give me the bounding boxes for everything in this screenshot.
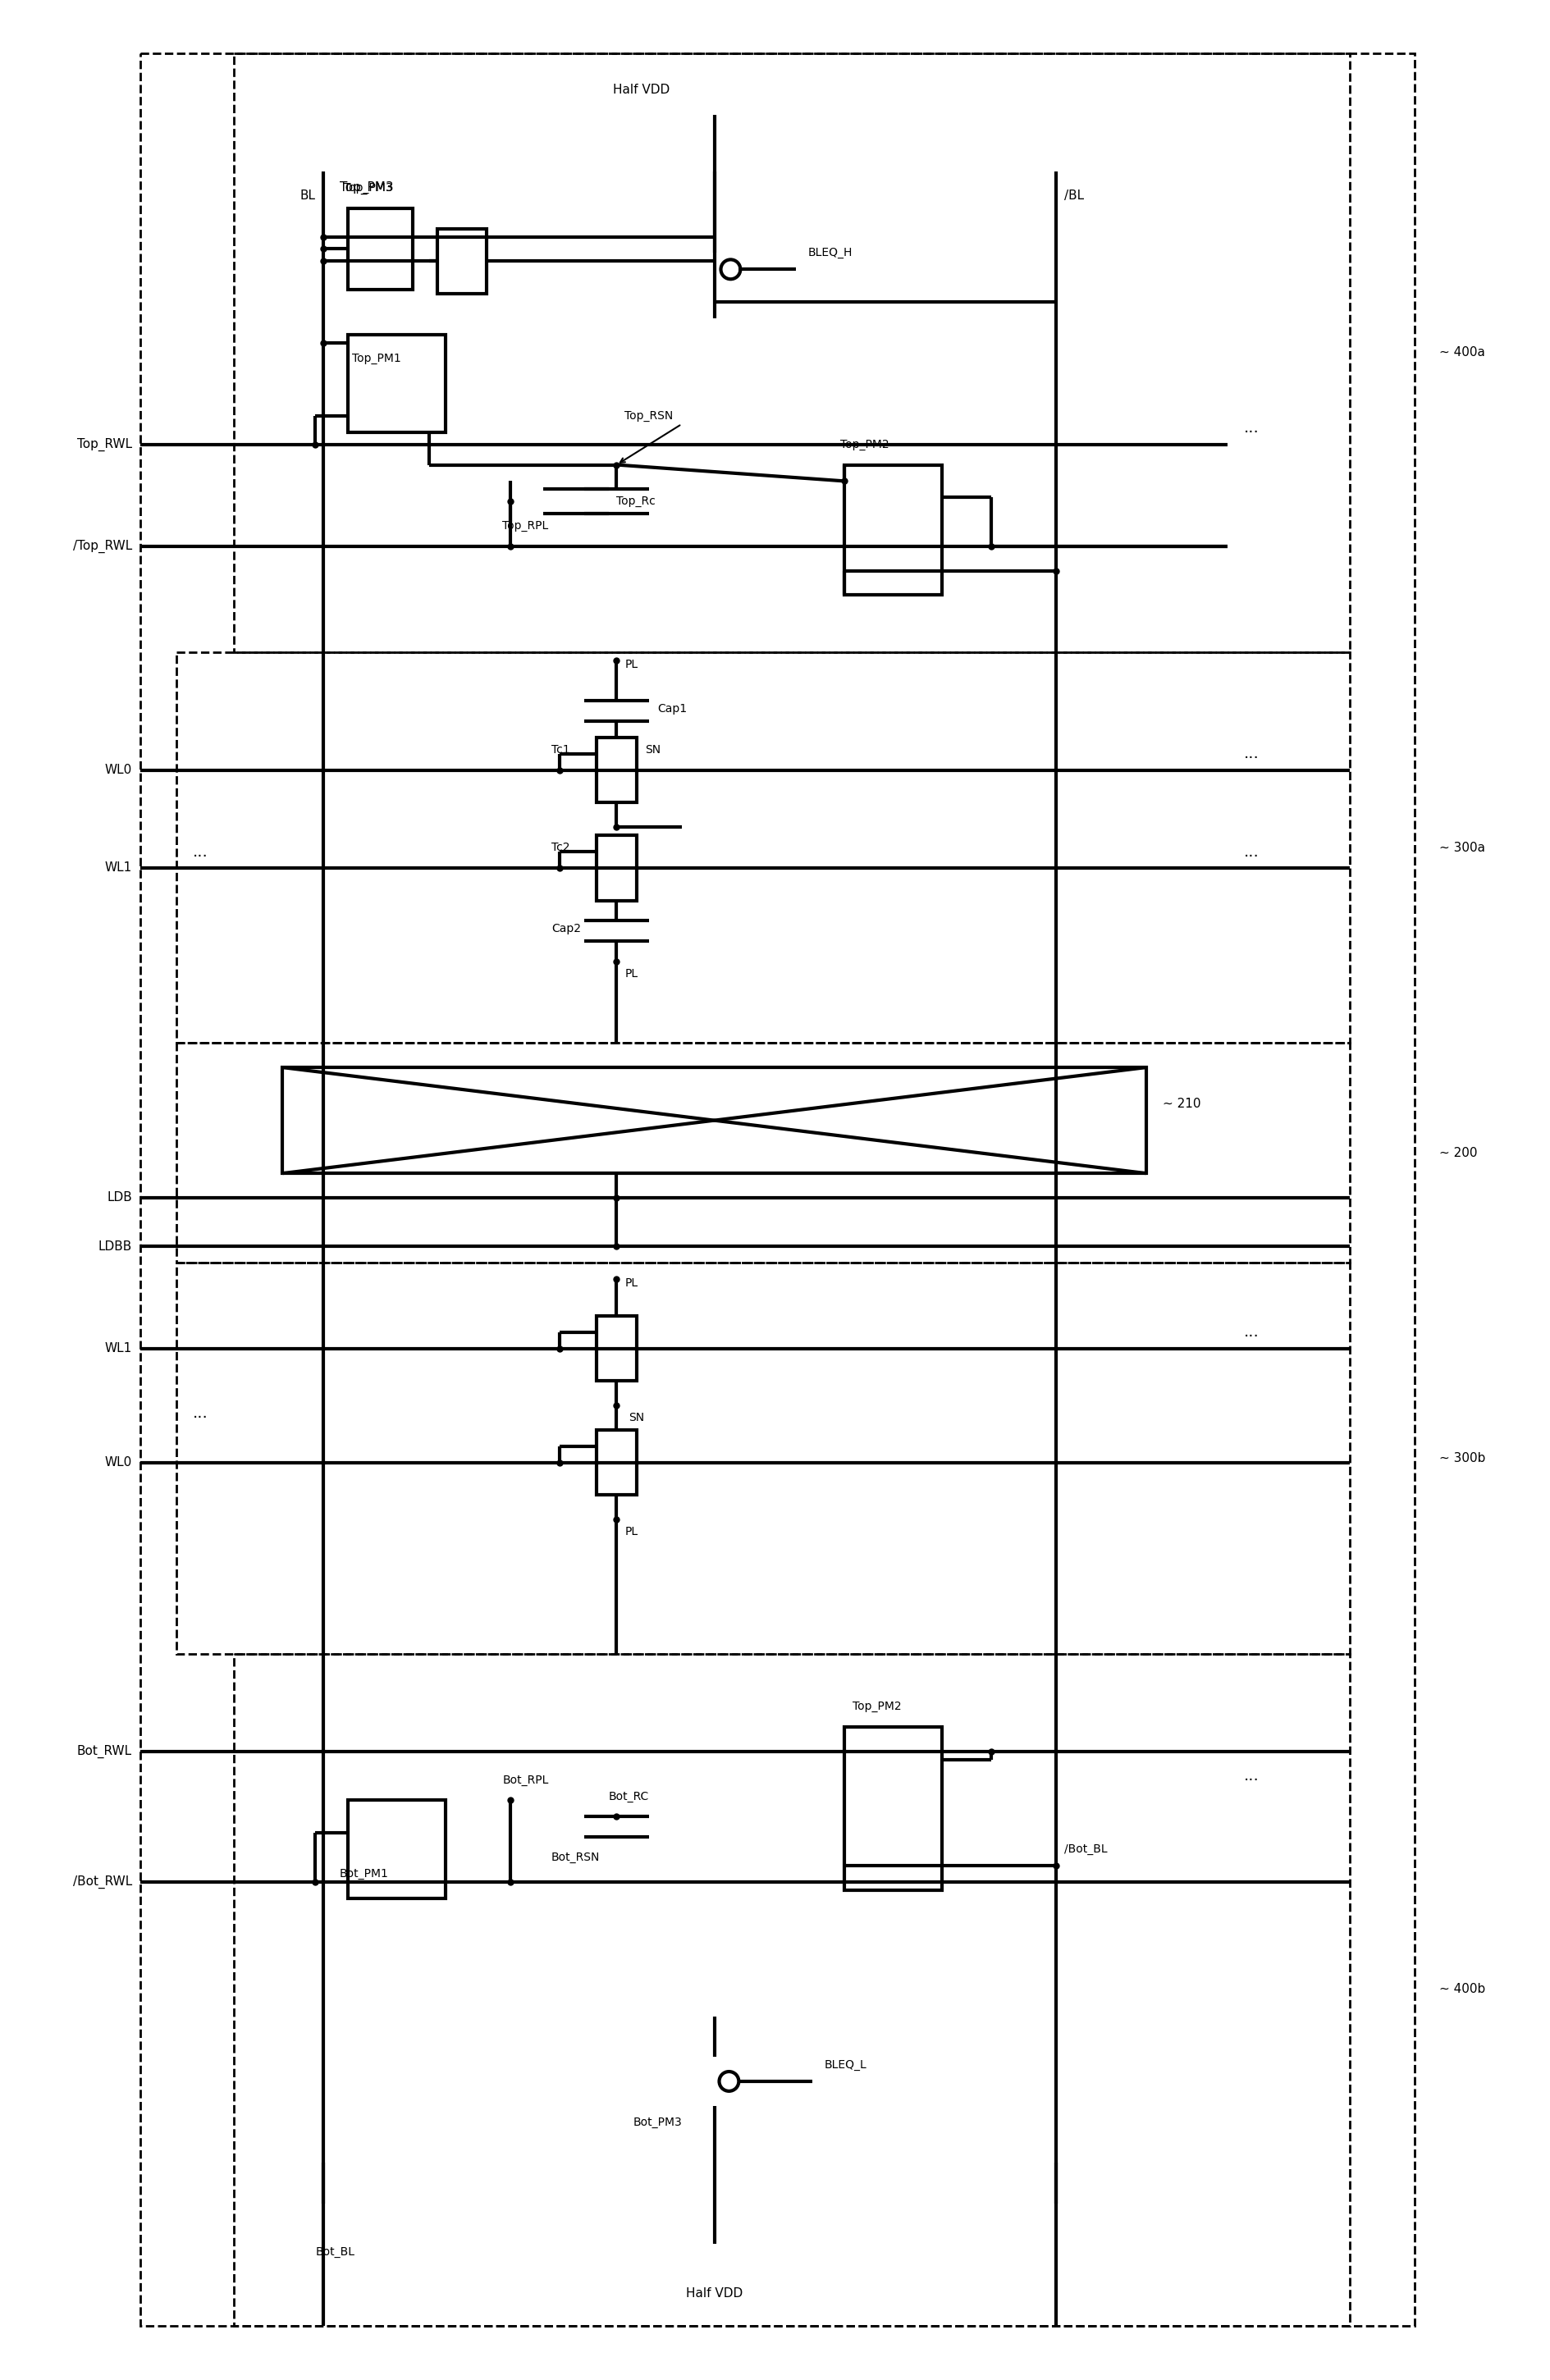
Text: Tc2: Tc2 [552,843,569,854]
Text: ~ 400a: ~ 400a [1438,345,1485,359]
Text: Half VDD: Half VDD [612,83,670,95]
Text: Bot_RC: Bot_RC [608,1790,648,1802]
Text: SN: SN [628,1411,645,1423]
Text: Top_RSN: Top_RSN [625,409,673,421]
Text: PL: PL [625,969,637,981]
Text: SN: SN [645,745,660,754]
Bar [595,835,637,900]
Text: /BL: /BL [1063,190,1083,202]
Text: Top_RPL: Top_RPL [502,521,549,531]
Text: ...: ... [1243,1323,1259,1340]
Text: Top_RWL: Top_RWL [78,438,132,452]
Bar [347,1799,445,1899]
Text: Cap1: Cap1 [657,704,687,714]
Text: BLEQ_H: BLEQ_H [808,248,852,259]
Text: /Bot_BL: /Bot_BL [1063,1845,1107,1854]
Text: ~ 300b: ~ 300b [1438,1452,1485,1464]
Text: PL: PL [625,1526,637,1537]
Text: /Bot_RWL: /Bot_RWL [73,1875,132,1887]
Bar [595,1430,637,1495]
Text: ...: ... [1243,421,1259,436]
Text: ~ 400b: ~ 400b [1438,1983,1485,1994]
Bar [177,652,1348,1042]
Text: /Top_RWL: /Top_RWL [73,540,132,552]
Bar [177,1042,1348,1264]
Text: Half VDD: Half VDD [685,2287,742,2299]
Text: Bot_RWL: Bot_RWL [78,1745,132,1759]
Bar [282,1069,1145,1173]
Text: BL: BL [299,190,315,202]
Text: Top_PM2: Top_PM2 [852,1702,901,1714]
Text: Tc1: Tc1 [552,745,570,754]
Bar [347,209,412,290]
Bar [234,1654,1348,2325]
Text: Bot_RPL: Bot_RPL [502,1773,549,1785]
Text: Cap2: Cap2 [552,923,581,935]
Text: PL: PL [625,1278,637,1290]
Text: WL1: WL1 [104,862,132,873]
Bar [595,1316,637,1380]
Bar [845,1728,942,1890]
Bar [845,464,942,595]
Text: ...: ... [192,845,208,859]
Text: Bot_PM3: Bot_PM3 [632,2116,682,2128]
Text: ...: ... [192,1407,208,1421]
Text: ~ 300a: ~ 300a [1438,843,1485,854]
Text: Top_PM3: Top_PM3 [344,183,392,193]
Text: WL0: WL0 [104,1457,132,1468]
Text: Top_Rc: Top_Rc [617,495,656,507]
Bar [234,52,1348,652]
Text: Top_PM1: Top_PM1 [352,352,401,364]
Bar [177,1264,1348,1654]
Bar [347,336,445,433]
Text: Bot_PM1: Bot_PM1 [339,1868,389,1880]
Text: ...: ... [1243,1768,1259,1783]
Text: Bot_RSN: Bot_RSN [552,1852,600,1864]
Text: WL1: WL1 [104,1342,132,1354]
Text: LDBB: LDBB [98,1240,132,1252]
Bar [595,738,637,802]
Text: PL: PL [625,659,637,671]
Text: ...: ... [1243,845,1259,859]
Bar [139,52,1414,2325]
Bar [437,228,487,293]
Text: Top_PM3: Top_PM3 [339,181,394,195]
Text: ...: ... [1243,745,1259,762]
Text: ~ 200: ~ 200 [1438,1147,1477,1159]
Text: ~ 210: ~ 210 [1161,1097,1200,1109]
Text: Top_PM2: Top_PM2 [840,438,890,450]
Text: LDB: LDB [107,1192,132,1204]
Text: WL0: WL0 [104,764,132,776]
Text: Bot_BL: Bot_BL [315,2247,355,2259]
Text: BLEQ_L: BLEQ_L [825,2059,866,2071]
